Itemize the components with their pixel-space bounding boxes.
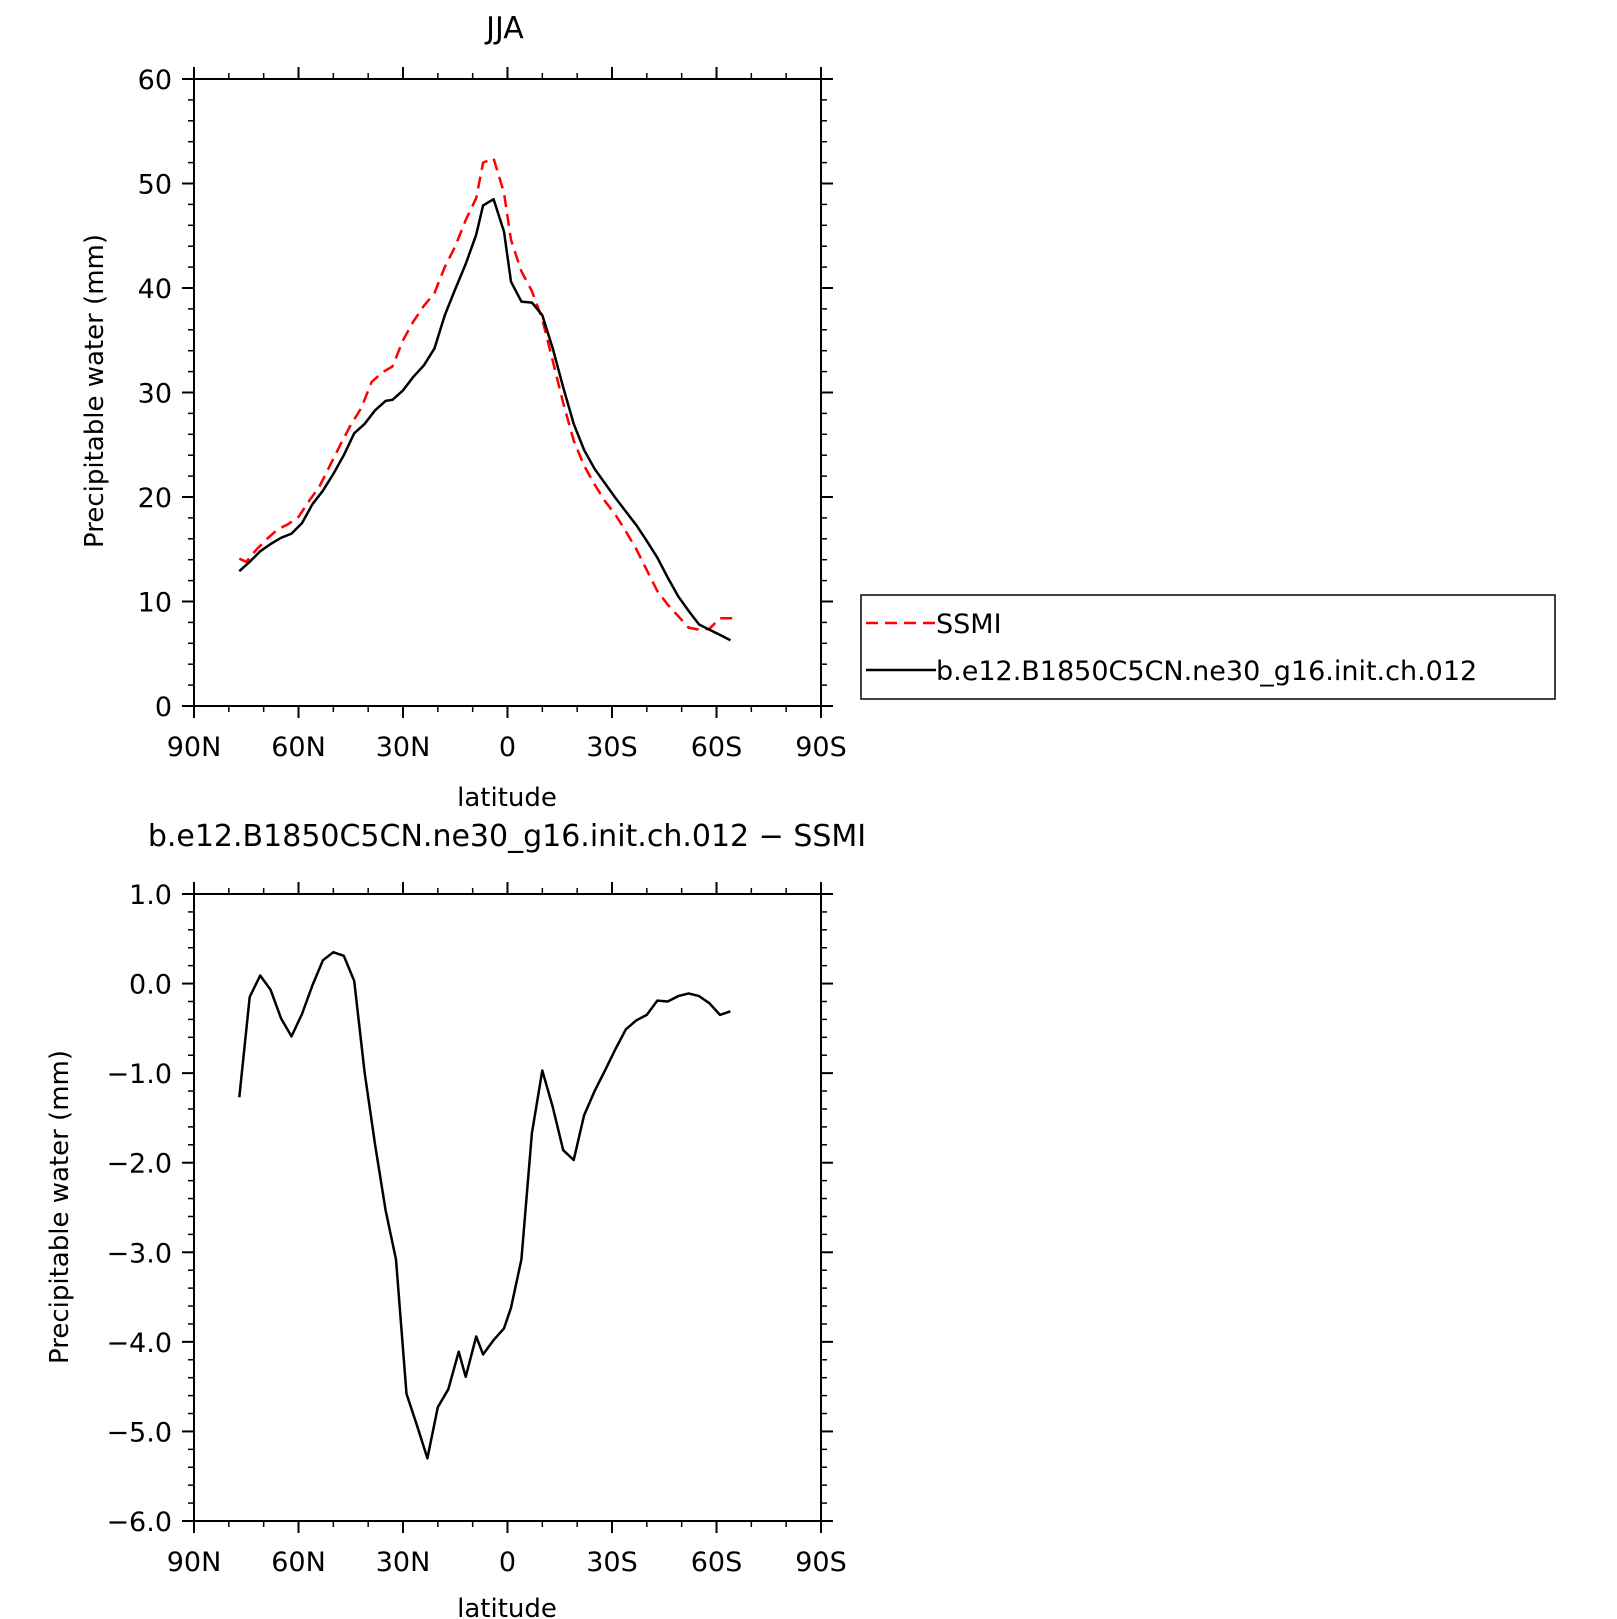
- x-axis-title: latitude: [457, 1594, 557, 1619]
- y-axis-title: Precipitable water (mm): [80, 234, 110, 548]
- y-tick-label: −2.0: [106, 1149, 172, 1180]
- x-axis-title: latitude: [457, 783, 557, 813]
- bottom-axis-ticks: [182, 882, 833, 1533]
- x-tick-label: 60S: [691, 1547, 743, 1578]
- legend-label-ssmi: SSMI: [936, 609, 1002, 640]
- x-tick-label: 60N: [271, 1547, 326, 1578]
- x-tick-label: 90N: [167, 732, 222, 763]
- series-lines: [238, 950, 731, 1460]
- y-tick-label: 40: [138, 274, 172, 305]
- chart-title: JJA: [484, 11, 524, 46]
- x-tick-labels: 90N 60N 30N 0 30S 60S 90S: [167, 732, 847, 763]
- y-tick-label: −1.0: [106, 1059, 172, 1090]
- y-tick-label: 1.0: [129, 880, 172, 911]
- x-tick-label: 0: [499, 732, 516, 763]
- y-tick-label: 10: [138, 588, 172, 619]
- y-axis-title: Precipitable water (mm): [45, 1050, 75, 1364]
- series-lines: [238, 157, 738, 642]
- panel-bottom: b.e12.B1850C5CN.ne30_g16.init.ch.012 − S…: [45, 819, 866, 1619]
- x-tick-label: 0: [499, 1547, 516, 1578]
- y-tick-label: 20: [138, 483, 172, 514]
- legend: SSMI b.e12.B1850C5CN.ne30_g16.init.ch.01…: [860, 594, 1556, 700]
- y-tick-label: −5.0: [106, 1417, 172, 1448]
- y-tick-label: 30: [138, 379, 172, 410]
- y-tick-label: −4.0: [106, 1328, 172, 1359]
- x-tick-label: 90S: [795, 1547, 847, 1578]
- panel-top: JJA 0 10 20 30 40 50 60 90N 60N 30N 0 30S 60S 90S la…: [80, 11, 847, 813]
- x-tick-label: 60N: [271, 732, 326, 763]
- y-tick-label: −6.0: [106, 1507, 172, 1538]
- y-tick-label: −3.0: [106, 1238, 172, 1269]
- y-tick-label: 0: [155, 692, 172, 723]
- plot-frame: [193, 78, 822, 707]
- y-tick-labels: 0 10 20 30 40 50 60: [138, 65, 172, 723]
- y-tick-label: 50: [138, 170, 172, 201]
- series-line-model: [238, 197, 731, 642]
- y-tick-labels: 1.0 0.0 −1.0 −2.0 −3.0 −4.0 −5.0 −6.0: [106, 880, 172, 1538]
- x-tick-label: 90S: [795, 732, 847, 763]
- x-tick-label: 30N: [376, 732, 431, 763]
- x-tick-label: 30S: [586, 732, 638, 763]
- plot-frame: [193, 893, 822, 1522]
- x-tick-labels: 90N 60N 30N 0 30S 60S 90S: [167, 1547, 847, 1578]
- x-tick-label: 90N: [167, 1547, 222, 1578]
- legend-label-model: b.e12.B1850C5CN.ne30_g16.init.ch.012: [936, 656, 1477, 687]
- x-tick-label: 60S: [691, 732, 743, 763]
- series-line-ssmi: [238, 157, 738, 631]
- chart-title: b.e12.B1850C5CN.ne30_g16.init.ch.012 − S…: [148, 819, 866, 854]
- x-tick-label: 30S: [586, 1547, 638, 1578]
- y-tick-label: 0.0: [129, 970, 172, 1001]
- y-tick-label: 60: [138, 65, 172, 96]
- legend-box: [860, 594, 1556, 700]
- series-line-difference: [238, 950, 731, 1460]
- x-tick-label: 30N: [376, 1547, 431, 1578]
- top-axis-ticks: [182, 67, 833, 718]
